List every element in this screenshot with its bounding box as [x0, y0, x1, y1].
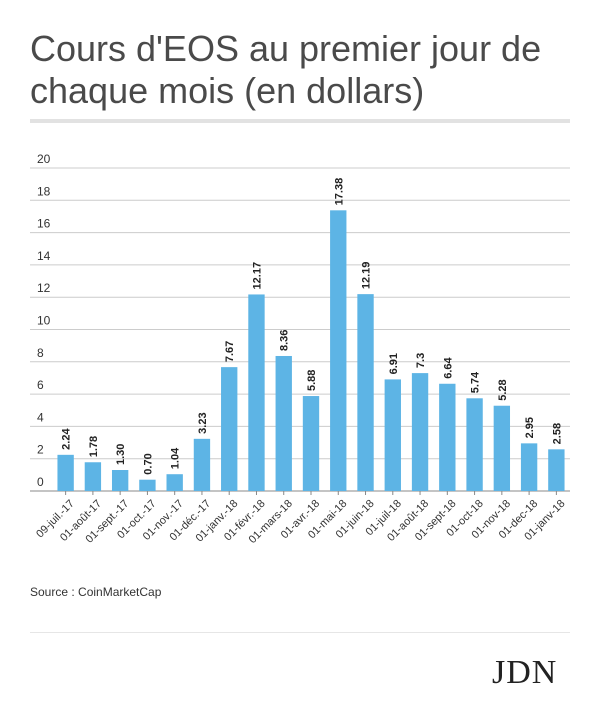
bar	[275, 355, 292, 491]
y-tick-label: 0	[37, 475, 44, 489]
data-label: 1.04	[170, 447, 182, 469]
data-label: 5.74	[470, 371, 482, 393]
data-label: 8.36	[279, 330, 291, 351]
data-label: 3.23	[197, 412, 209, 433]
chart-title: Cours d'EOS au premier jour de chaque mo…	[30, 28, 542, 111]
data-label: 12.19	[361, 262, 373, 290]
bar	[221, 367, 238, 491]
bar-chart: 024681012141618202.2409-juil.-171.7801-a…	[30, 152, 570, 546]
y-tick-label: 6	[37, 378, 44, 392]
data-label: 2.95	[524, 417, 536, 438]
bar	[139, 479, 156, 491]
bar	[520, 443, 538, 491]
bar	[84, 462, 102, 491]
jdn-logo: JDN	[492, 654, 558, 691]
data-label: 0.70	[142, 453, 154, 474]
y-tick-label: 8	[37, 346, 44, 360]
bar	[111, 470, 129, 491]
bar	[166, 474, 183, 491]
data-label: 6.91	[388, 353, 400, 374]
bar	[357, 294, 374, 491]
bar	[384, 379, 401, 491]
y-tick-label: 18	[37, 184, 51, 198]
source-note: Source : CoinMarketCap	[30, 585, 162, 599]
bar	[57, 454, 74, 491]
y-tick-label: 12	[37, 281, 51, 295]
title-divider	[30, 119, 570, 123]
bar	[548, 449, 565, 491]
data-label: 6.64	[442, 356, 454, 378]
bar	[466, 398, 483, 491]
bar	[193, 438, 211, 491]
y-tick-label: 16	[37, 217, 51, 231]
data-label: 17.38	[333, 178, 345, 206]
y-tick-label: 14	[37, 249, 51, 263]
bar	[302, 396, 320, 491]
bar	[411, 373, 429, 491]
bar	[330, 210, 347, 492]
bar	[248, 294, 265, 491]
y-tick-label: 20	[37, 152, 51, 166]
data-label: 7.67	[224, 341, 236, 362]
y-tick-label: 4	[37, 410, 44, 424]
bar	[439, 383, 456, 491]
y-tick-label: 2	[37, 443, 44, 457]
data-label: 2.24	[61, 428, 73, 450]
data-label: 1.30	[115, 444, 127, 465]
data-label: 1.78	[88, 436, 100, 457]
data-label: 12.17	[251, 262, 263, 290]
data-label: 5.88	[306, 370, 318, 391]
data-label: 5.28	[497, 379, 509, 400]
data-label: 7.3	[415, 353, 427, 368]
bar	[493, 405, 511, 491]
y-tick-label: 10	[37, 314, 51, 328]
footer-divider	[30, 632, 570, 633]
data-label: 2.58	[551, 423, 563, 444]
